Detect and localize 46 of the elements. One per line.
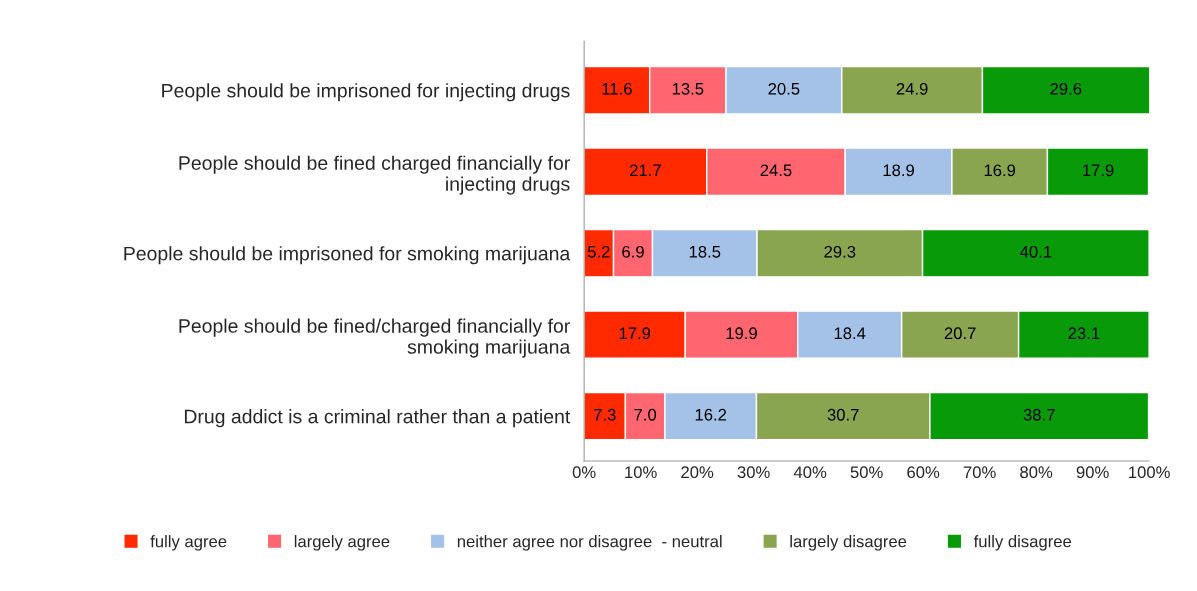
x-tick-label: 40% [793, 466, 827, 479]
data-label: 20.5 [768, 82, 800, 95]
data-label: 29.6 [1050, 82, 1082, 95]
x-tick-label: 100% [1129, 466, 1170, 479]
legend-label: neither agree nor disagree - neutral [457, 535, 722, 551]
x-tick-label: 10% [625, 466, 657, 479]
data-label: 21.7 [630, 164, 661, 177]
x-tick-label: 70% [963, 466, 996, 479]
data-label: 20.7 [944, 327, 976, 340]
data-label: 19.9 [726, 327, 757, 340]
data-label: 18.4 [834, 327, 866, 340]
data-label: 30.7 [827, 408, 859, 421]
data-label: 18.5 [689, 245, 721, 258]
data-label: 13.5 [672, 82, 704, 95]
data-label: 18.9 [883, 164, 914, 177]
data-label: 16.9 [984, 164, 1016, 177]
x-tick-label: 80% [1020, 466, 1053, 479]
data-label: 40.1 [1020, 245, 1052, 258]
y-tick-label: People should be imprisoned for smoking marijuana [124, 246, 571, 265]
y-tick-label: People should be fined charged financially for injecting drugs [179, 155, 570, 195]
data-label: 6.9 [622, 245, 644, 258]
data-label: 17.9 [619, 327, 651, 340]
data-label: 7.0 [634, 408, 657, 421]
data-label: 29.3 [824, 245, 856, 258]
legend-label: fully disagree [973, 535, 1072, 551]
data-label: 23.1 [1068, 327, 1100, 340]
data-label: 11.6 [602, 82, 632, 95]
data-label: 5.2 [587, 245, 610, 258]
y-tick-label: People should be fined/charged financially for smoking marijuana [179, 318, 571, 358]
data-label: 24.5 [760, 164, 792, 177]
legend-label: fully agree [150, 535, 227, 551]
x-tick-label: 30% [737, 466, 770, 479]
x-tick-label: 20% [681, 466, 714, 479]
data-label: 38.7 [1023, 408, 1055, 421]
legend-label: largely agree [294, 535, 390, 551]
x-tick-label: 90% [1076, 466, 1109, 479]
data-label: 24.9 [896, 82, 928, 95]
x-tick-label: 0% [572, 466, 596, 479]
data-label: 17.9 [1083, 164, 1114, 177]
data-label: 7.3 [594, 408, 616, 421]
y-tick-label: Drug addict is a criminal rather than a patient [184, 409, 571, 428]
data-label: 16.2 [695, 408, 727, 421]
x-tick-label: 60% [907, 466, 940, 479]
legend-label: largely disagree [790, 535, 907, 551]
y-tick-label: People should be imprisoned for injecting drugs [162, 83, 570, 102]
x-tick-label: 50% [850, 466, 883, 479]
